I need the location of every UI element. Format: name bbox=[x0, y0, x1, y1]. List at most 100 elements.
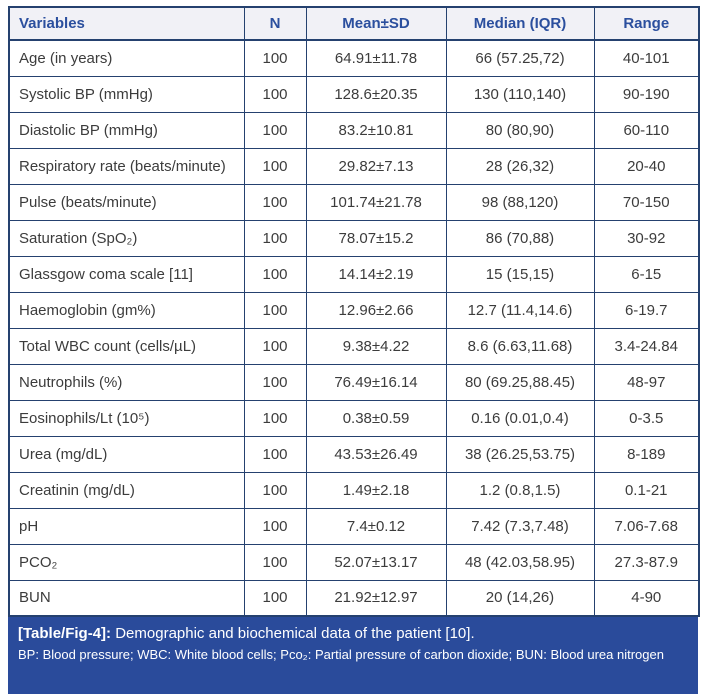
cell-range: 90-190 bbox=[593, 75, 700, 113]
cell-median-iqr: 15 (15,15) bbox=[445, 255, 595, 293]
table-row: Systolic BP (mmHg) 100 128.6±20.35 130 (110… bbox=[8, 75, 700, 113]
cell-median-iqr: 8.6 (6.63,11.68) bbox=[445, 327, 595, 365]
cell-n: 100 bbox=[243, 471, 307, 509]
cell-mean-sd: 12.96±2.66 bbox=[305, 291, 447, 329]
table-row: Eosinophils/Lt (10⁵) 100 0.38±0.59 0.16 (0.… bbox=[8, 399, 700, 437]
cell-median-iqr: 7.42 (7.3,7.48) bbox=[445, 507, 595, 545]
table-row: Creatinin (mg/dL) 100 1.49±2.18 1.2 (0.8,1.… bbox=[8, 471, 700, 509]
cell-n: 100 bbox=[243, 579, 307, 617]
cell-mean-sd: 21.92±12.97 bbox=[305, 579, 447, 617]
cell-median-iqr: 12.7 (11.4,14.6) bbox=[445, 291, 595, 329]
cell-median-iqr: 0.16 (0.01,0.4) bbox=[445, 399, 595, 437]
cell-variable: Systolic BP (mmHg) bbox=[8, 75, 245, 113]
cell-median-iqr: 130 (110,140) bbox=[445, 75, 595, 113]
table-row: Saturation (SpO₂) 100 78.07±15.2 86 (70,88)… bbox=[8, 219, 700, 257]
cell-mean-sd: 14.14±2.19 bbox=[305, 255, 447, 293]
cell-median-iqr: 66 (57.25,72) bbox=[445, 39, 595, 77]
column-header-variables: Variables bbox=[8, 6, 245, 41]
cell-n: 100 bbox=[243, 435, 307, 473]
cell-range: 48-97 bbox=[593, 363, 700, 401]
cell-mean-sd: 0.38±0.59 bbox=[305, 399, 447, 437]
cell-mean-sd: 43.53±26.49 bbox=[305, 435, 447, 473]
cell-variable: PCO₂ bbox=[8, 543, 245, 581]
table-row: Respiratory rate (beats/minute) 100 29.82±… bbox=[8, 147, 700, 185]
cell-median-iqr: 28 (26,32) bbox=[445, 147, 595, 185]
table-row: Neutrophils (%) 100 76.49±16.14 80 (69.25,8… bbox=[8, 363, 700, 401]
cell-n: 100 bbox=[243, 291, 307, 329]
cell-variable: Total WBC count (cells/µL) bbox=[8, 327, 245, 365]
caption-label: [Table/Fig-4]: bbox=[18, 625, 112, 642]
table-row: BUN 100 21.92±12.97 20 (14,26) 4-90 bbox=[8, 579, 700, 617]
cell-median-iqr: 48 (42.03,58.95) bbox=[445, 543, 595, 581]
cell-n: 100 bbox=[243, 111, 307, 149]
cell-range: 27.3-87.9 bbox=[593, 543, 700, 581]
cell-mean-sd: 7.4±0.12 bbox=[305, 507, 447, 545]
table-row: Age (in years) 100 64.91±11.78 66 (57.25,72… bbox=[8, 39, 700, 77]
header-row: Variables N Mean±SD Median (IQR) Range bbox=[8, 6, 700, 41]
cell-variable: Eosinophils/Lt (10⁵) bbox=[8, 399, 245, 437]
table-row: PCO₂ 100 52.07±13.17 48 (42.03,58.95) 27.3-8… bbox=[8, 543, 700, 581]
cell-mean-sd: 128.6±20.35 bbox=[305, 75, 447, 113]
cell-range: 40-101 bbox=[593, 39, 700, 77]
cell-range: 8-189 bbox=[593, 435, 700, 473]
cell-mean-sd: 83.2±10.81 bbox=[305, 111, 447, 149]
cell-mean-sd: 64.91±11.78 bbox=[305, 39, 447, 77]
cell-range: 20-40 bbox=[593, 147, 700, 185]
cell-variable: Respiratory rate (beats/minute) bbox=[8, 147, 245, 185]
table-figure: Variables N Mean±SD Median (IQR) Range A… bbox=[8, 6, 700, 694]
column-header-n: N bbox=[243, 6, 307, 41]
cell-range: 3.4-24.84 bbox=[593, 327, 700, 365]
demographic-biochemical-table: Variables N Mean±SD Median (IQR) Range A… bbox=[8, 6, 700, 617]
cell-n: 100 bbox=[243, 543, 307, 581]
cell-variable: Saturation (SpO₂) bbox=[8, 219, 245, 257]
cell-n: 100 bbox=[243, 75, 307, 113]
cell-variable: Creatinin (mg/dL) bbox=[8, 471, 245, 509]
table-row: pH 100 7.4±0.12 7.42 (7.3,7.48) 7.06-7.68 bbox=[8, 507, 700, 545]
cell-n: 100 bbox=[243, 39, 307, 77]
cell-variable: Urea (mg/dL) bbox=[8, 435, 245, 473]
cell-n: 100 bbox=[243, 219, 307, 257]
cell-mean-sd: 1.49±2.18 bbox=[305, 471, 447, 509]
cell-range: 0.1-21 bbox=[593, 471, 700, 509]
cell-mean-sd: 101.74±21.78 bbox=[305, 183, 447, 221]
cell-mean-sd: 52.07±13.17 bbox=[305, 543, 447, 581]
cell-range: 4-90 bbox=[593, 579, 700, 617]
cell-range: 60-110 bbox=[593, 111, 700, 149]
cell-n: 100 bbox=[243, 147, 307, 185]
caption-text: Demographic and biochemical data of the … bbox=[115, 625, 475, 642]
cell-variable: Age (in years) bbox=[8, 39, 245, 77]
cell-range: 7.06-7.68 bbox=[593, 507, 700, 545]
cell-median-iqr: 38 (26.25,53.75) bbox=[445, 435, 595, 473]
cell-range: 0-3.5 bbox=[593, 399, 700, 437]
cell-range: 6-19.7 bbox=[593, 291, 700, 329]
cell-variable: Haemoglobin (gm%) bbox=[8, 291, 245, 329]
cell-variable: Glassgow coma scale [11] bbox=[8, 255, 245, 293]
cell-mean-sd: 76.49±16.14 bbox=[305, 363, 447, 401]
cell-median-iqr: 80 (69.25,88.45) bbox=[445, 363, 595, 401]
cell-n: 100 bbox=[243, 183, 307, 221]
cell-median-iqr: 1.2 (0.8,1.5) bbox=[445, 471, 595, 509]
cell-range: 30-92 bbox=[593, 219, 700, 257]
column-header-range: Range bbox=[593, 6, 700, 41]
table-row: Diastolic BP (mmHg) 100 83.2±10.81 80 (80,9… bbox=[8, 111, 700, 149]
caption-title: [Table/Fig-4]: Demographic and biochemic… bbox=[18, 624, 688, 644]
column-header-median-iqr: Median (IQR) bbox=[445, 6, 595, 41]
cell-range: 6-15 bbox=[593, 255, 700, 293]
column-header-mean-sd: Mean±SD bbox=[305, 6, 447, 41]
table-row: Urea (mg/dL) 100 43.53±26.49 38 (26.25,53.7… bbox=[8, 435, 700, 473]
caption-abbreviations: BP: Blood pressure; WBC: White blood cel… bbox=[18, 647, 664, 662]
cell-variable: pH bbox=[8, 507, 245, 545]
table-body: Age (in years) 100 64.91±11.78 66 (57.25,72… bbox=[8, 39, 700, 617]
cell-median-iqr: 80 (80,90) bbox=[445, 111, 595, 149]
cell-n: 100 bbox=[243, 363, 307, 401]
cell-variable: BUN bbox=[8, 579, 245, 617]
cell-n: 100 bbox=[243, 327, 307, 365]
cell-mean-sd: 9.38±4.22 bbox=[305, 327, 447, 365]
table-header: Variables N Mean±SD Median (IQR) Range bbox=[8, 6, 700, 41]
cell-median-iqr: 20 (14,26) bbox=[445, 579, 595, 617]
table-caption: [Table/Fig-4]: Demographic and biochemic… bbox=[8, 617, 698, 694]
cell-n: 100 bbox=[243, 399, 307, 437]
table-row: Haemoglobin (gm%) 100 12.96±2.66 12.7 (11.4… bbox=[8, 291, 700, 329]
cell-mean-sd: 29.82±7.13 bbox=[305, 147, 447, 185]
